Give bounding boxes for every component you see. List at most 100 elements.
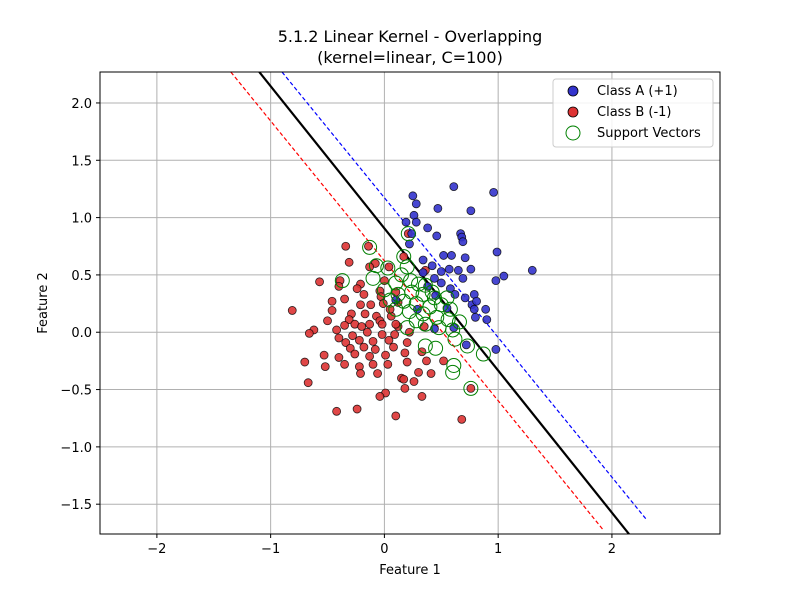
support-vector-marker [399, 320, 415, 336]
class-b-point [375, 392, 385, 401]
support-vector-marker [382, 292, 398, 308]
support-vector-marker [439, 290, 455, 306]
class-a-point [449, 182, 459, 192]
support-vector-marker [334, 273, 350, 289]
class-b-point [368, 337, 378, 346]
class-b-point [399, 374, 409, 384]
class-b-point [356, 300, 365, 310]
class-a-point [527, 265, 537, 275]
class-b-point [340, 359, 349, 369]
class-b-point [341, 241, 351, 251]
support-vector-marker [417, 338, 433, 354]
class-a-point [492, 247, 502, 257]
support-vector-marker [362, 239, 378, 255]
class-a-point [418, 268, 428, 278]
class-b-point [327, 306, 337, 315]
support-vector-marker [442, 301, 458, 317]
class-a-point [418, 255, 428, 265]
class-b-point [352, 404, 362, 414]
class-b-point [409, 377, 419, 386]
class-a-point [469, 304, 479, 314]
support-vector-marker [445, 364, 461, 380]
class-b-point [426, 369, 436, 378]
class-a-point [482, 315, 492, 325]
class-b-point [389, 342, 398, 352]
class-a-point [481, 304, 491, 314]
class-b-point [332, 406, 342, 416]
class-b-point [384, 262, 394, 272]
support-vector-marker [459, 338, 475, 354]
class-b-point [402, 357, 412, 367]
class-a-point [489, 187, 499, 197]
x-tick-label: 2 [608, 542, 616, 557]
class-b-point [381, 350, 390, 360]
class-a-point [401, 217, 411, 227]
support-vector-marker [428, 340, 444, 356]
class-a-point [408, 191, 418, 201]
y-tick-label: 0.0 [71, 326, 92, 341]
class-b-point [391, 411, 401, 421]
class-a-point [423, 223, 433, 233]
y-tick-label: −1.5 [60, 498, 92, 513]
legend-marker-class-a [567, 85, 579, 97]
class-b-point [334, 353, 344, 362]
support-vector-marker [411, 276, 427, 292]
class-b-point [315, 277, 324, 287]
class-a-point [439, 251, 448, 260]
x-axis-label: Feature 1 [379, 563, 441, 578]
support-vector-marker [388, 275, 404, 291]
class-b-point [366, 300, 376, 310]
support-vector-marker [403, 273, 419, 289]
class-b-point [300, 357, 310, 367]
class-a-point [491, 276, 501, 286]
class-b-point [360, 309, 370, 319]
class-b-point [352, 284, 362, 294]
class-b-point [391, 319, 401, 329]
support-vector-marker [393, 267, 409, 283]
plot-frame [99, 71, 721, 535]
class-a-point [432, 231, 442, 241]
class-b-point [414, 367, 423, 377]
support-vector-marker [396, 249, 412, 265]
class-a-point [460, 253, 470, 263]
class-b-point [327, 296, 337, 306]
support-vector-marker [388, 301, 404, 317]
class-a-point [472, 296, 481, 306]
support-vector-marker [447, 331, 463, 347]
class-b-point [304, 328, 314, 338]
class-b-point [373, 369, 382, 378]
class-a-point [447, 251, 456, 260]
class-b-point [400, 348, 410, 358]
class-a-point [436, 267, 446, 276]
class-a-point [411, 199, 421, 209]
class-a-point [491, 345, 501, 354]
support-vector-marker [429, 309, 445, 325]
class-b-point [345, 343, 355, 353]
class-a-point [471, 312, 480, 322]
class-a-point [453, 265, 463, 275]
class-a-point [444, 264, 454, 274]
support-vector-marker [399, 259, 415, 275]
class-b-point [357, 322, 367, 331]
x-tick-label: 0 [380, 542, 388, 557]
support-vector-marker [365, 270, 381, 286]
class-b-point [359, 342, 369, 352]
class-b-point [319, 350, 329, 360]
support-vector-marker [400, 226, 416, 242]
axis-ticks: −2 −1 0 1 2 −1.5 −1.0 −0.5 0.0 0.5 1.0 1.5 2.0 [60, 97, 616, 557]
class-b-point [370, 345, 380, 354]
class-b-point [390, 330, 400, 339]
x-tick-label: −1 [261, 542, 280, 557]
legend-marker-class-b [567, 106, 579, 118]
class-a-point [460, 293, 470, 303]
class-a-point [436, 278, 446, 288]
class-a-point [458, 237, 468, 247]
class-b-point [344, 315, 354, 325]
class-b-point [348, 331, 357, 341]
chart-title: 5.1.2 Linear Kernel - Overlapping [278, 27, 543, 46]
class-a-point [450, 290, 460, 299]
y-tick-label: 2.0 [71, 97, 92, 112]
class-b-point [466, 384, 476, 393]
class-b-point [365, 351, 375, 361]
